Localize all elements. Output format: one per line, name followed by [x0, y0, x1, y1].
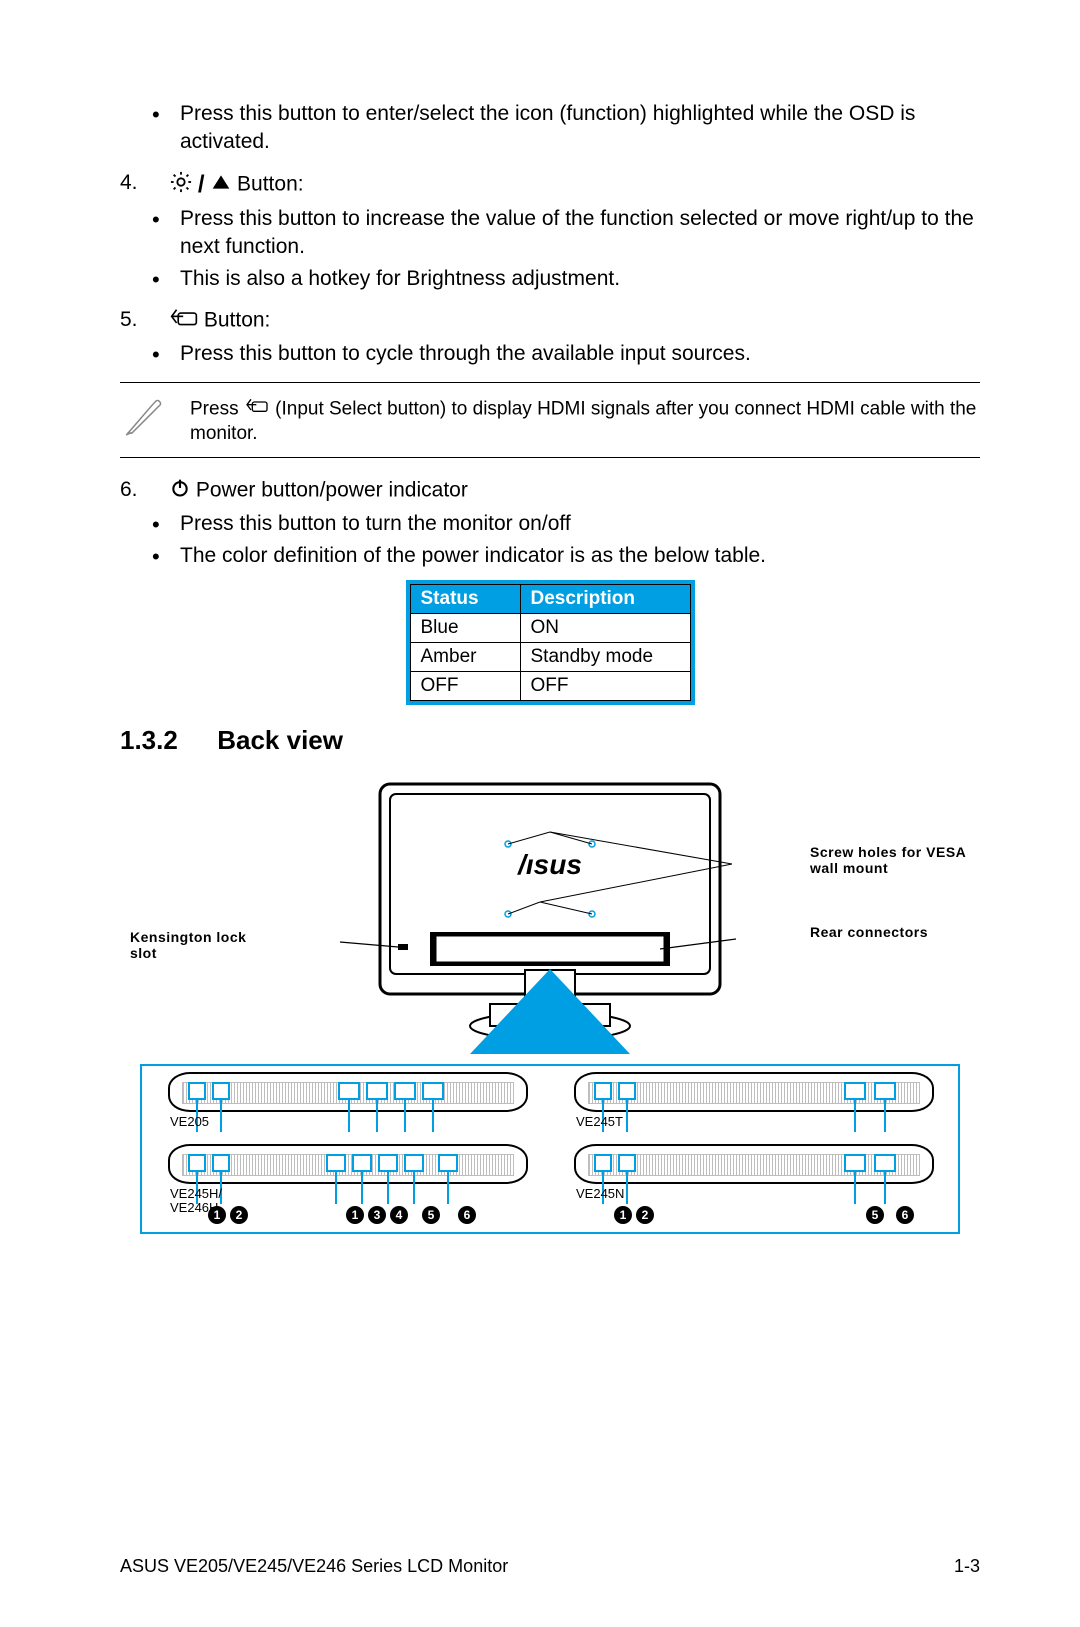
page-footer: ASUS VE205/VE245/VE246 Series LCD Monito… [120, 1556, 980, 1577]
item-label: Button: [204, 308, 271, 331]
item-6-bullets: Press this button to turn the monitor on… [120, 510, 980, 571]
item-body: Power button/power indicator [170, 478, 980, 504]
table-row: BlueON [410, 614, 690, 643]
item-5: 5. Button: [120, 308, 980, 334]
connectors-expanded: VE205 VE245H/ VE246H [140, 1064, 960, 1234]
item-number: 6. [120, 478, 170, 504]
badge: 1 [614, 1206, 632, 1224]
bullet: Press this button to increase the value … [180, 205, 980, 262]
item-5-bullets: Press this button to cycle through the a… [120, 340, 980, 368]
badges-left: 1 2 1 3 4 5 6 [168, 1206, 546, 1226]
th-status: Status [410, 585, 520, 614]
item-6: 6. Power button/power indicator [120, 478, 980, 504]
item-label: Button: [237, 172, 304, 195]
input-select-icon [244, 397, 270, 422]
label-screw: Screw holes for VESA wall mount [810, 844, 970, 876]
footer-left: ASUS VE205/VE245/VE246 Series LCD Monito… [120, 1556, 508, 1577]
pen-icon [120, 393, 190, 446]
slash-icon: / [198, 171, 211, 198]
badge: 6 [458, 1206, 476, 1224]
footer-right: 1-3 [954, 1556, 980, 1577]
section-title: Back view [217, 725, 343, 755]
panel-ve205: VE205 [148, 1072, 546, 1120]
model-label: VE245N [576, 1186, 624, 1201]
bullet: Press this button to turn the monitor on… [180, 510, 980, 538]
item-number: 5. [120, 308, 170, 334]
note-before: Press [190, 398, 244, 419]
item-4: 4. / Button: [120, 171, 980, 199]
badge: 1 [208, 1206, 226, 1224]
badge: 2 [636, 1206, 654, 1224]
monitor-back-svg: /ısus [290, 774, 810, 1054]
bullet: The color definition of the power indica… [180, 542, 980, 570]
badge: 2 [230, 1206, 248, 1224]
item-4-bullets: Press this button to increase the value … [120, 205, 980, 294]
input-select-icon [170, 308, 198, 334]
intro-bullets: Press this button to enter/select the ic… [120, 100, 980, 157]
status-table: Status Description BlueON AmberStandby m… [410, 584, 691, 701]
badge: 5 [866, 1206, 884, 1224]
note-box: Press (Input Select button) to display H… [120, 382, 980, 458]
triangle-up-icon [211, 172, 231, 198]
brightness-icon [170, 171, 192, 199]
badge: 1 [346, 1206, 364, 1224]
connectors-right: VE245T VE245N 1 2 5 6 [554, 1072, 952, 1230]
panel-ve245n: VE245N [554, 1144, 952, 1192]
item-body: Button: [170, 308, 980, 334]
model-label: VE245H/ [170, 1186, 222, 1201]
note-text: Press (Input Select button) to display H… [190, 393, 980, 447]
backview-diagram: /ısus [140, 774, 960, 1054]
item-body: / Button: [170, 171, 980, 199]
item-label: Power button/power indicator [196, 478, 468, 501]
bullet: Press this button to cycle through the a… [180, 340, 980, 368]
bullet: Press this button to enter/select the ic… [180, 100, 980, 157]
th-description: Description [520, 585, 690, 614]
label-rear: Rear connectors [810, 924, 970, 940]
bullet: This is also a hotkey for Brightness adj… [180, 265, 980, 293]
badge: 5 [422, 1206, 440, 1224]
table-row: AmberStandby mode [410, 643, 690, 672]
badge: 3 [368, 1206, 386, 1224]
connectors-left: VE205 VE245H/ VE246H [148, 1072, 546, 1230]
section-heading: 1.3.2 Back view [120, 725, 980, 756]
section-number: 1.3.2 [120, 725, 210, 756]
badges-right: 1 2 5 6 [574, 1206, 952, 1226]
panel-ve245t: VE245T [554, 1072, 952, 1120]
table-row: OFFOFF [410, 672, 690, 701]
panel-ve245h: VE245H/ VE246H [148, 1144, 546, 1192]
item-number: 4. [120, 171, 170, 199]
model-label: VE205 [170, 1114, 209, 1129]
badge: 4 [390, 1206, 408, 1224]
model-label: VE245T [576, 1114, 623, 1129]
badge: 6 [896, 1206, 914, 1224]
label-kensington: Kensington lock slot [130, 929, 260, 961]
svg-text:/ısus: /ısus [516, 849, 582, 880]
note-after: (Input Select button) to display HDMI si… [190, 398, 976, 444]
power-icon [170, 478, 190, 504]
